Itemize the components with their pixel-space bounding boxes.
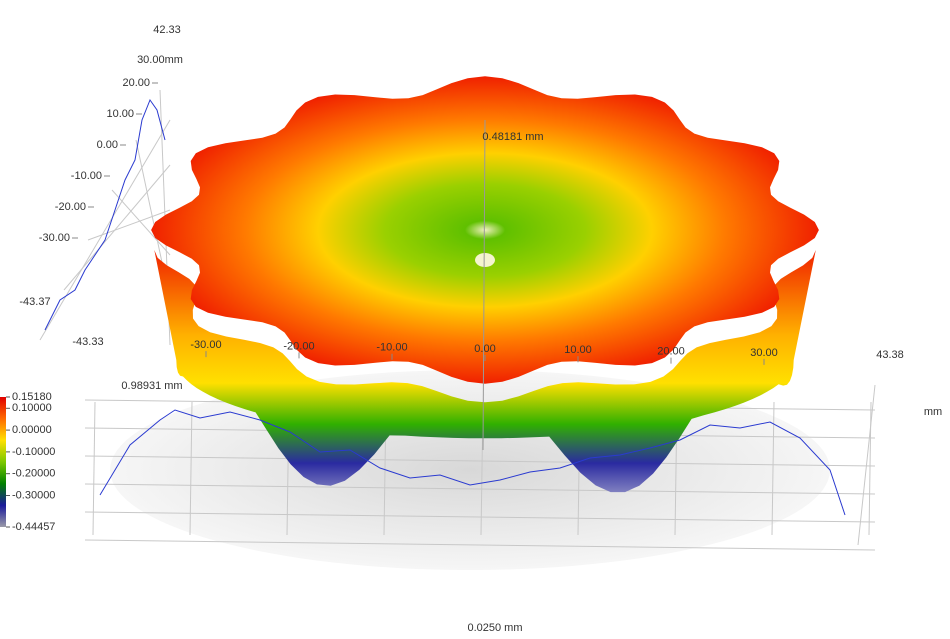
grid-line [84, 511, 876, 523]
top-value: 42.33 [153, 24, 181, 36]
center-axis [482, 119, 486, 451]
surface-skirt [154, 250, 816, 493]
color-scale-bar [0, 397, 6, 527]
surface [151, 76, 819, 493]
profile-line [99, 409, 846, 516]
y-axis-min: -43.33 [72, 336, 103, 348]
color-tick-label: 0.10000 [12, 402, 52, 414]
color-tick-label: -0.20000 [12, 468, 55, 480]
y-tick-label: 0.00 [97, 139, 118, 151]
grid-line [87, 209, 171, 241]
x-tick-label: 20.00 [657, 346, 685, 358]
grid-line [92, 401, 96, 536]
y-tick-label: 10.00 [106, 108, 134, 120]
y-tick-label: -10.00 [71, 170, 102, 182]
x-axis-max: 43.38 [876, 349, 904, 361]
grid-line [84, 483, 876, 495]
x-tick-label: -10.00 [376, 342, 407, 354]
center-label: 0.48181 mm [482, 131, 543, 143]
y-tick-label: -20.00 [55, 201, 86, 213]
grid-line [857, 384, 876, 546]
grid-line [189, 401, 193, 536]
x-tick-label: 10.00 [564, 344, 592, 356]
y-tick-label: -30.00 [39, 232, 70, 244]
grid-line [111, 189, 171, 256]
surface-top [151, 76, 819, 384]
color-tick-label: -0.30000 [12, 489, 55, 501]
y-tick-label: 20.00 [122, 77, 150, 89]
side-profile-line [44, 98, 166, 331]
profile-label: 0.98931 mm [121, 380, 182, 392]
color-tick-label: 0.15180 [12, 391, 52, 403]
grid-line [63, 164, 171, 291]
color-tick-label: -0.10000 [12, 446, 55, 458]
bottom-label: 0.0250 mm [467, 622, 522, 634]
y-axis-min-left: -43.37 [19, 296, 50, 308]
x-tick-label: -20.00 [283, 340, 314, 352]
x-tick-label: 30.00 [750, 347, 778, 359]
y-axis-max: 30.00mm [137, 54, 183, 66]
grid-line [84, 539, 876, 551]
grid-line [84, 455, 876, 467]
grid-line [39, 119, 171, 341]
color-tick-label: 0.00000 [12, 424, 52, 436]
x-tick-label: 0.00 [474, 343, 495, 355]
center-hole [475, 253, 495, 267]
x-unit: mm [924, 406, 942, 418]
color-tick-label: -0.44457 [12, 521, 55, 533]
x-tick-label: -30.00 [190, 339, 221, 351]
